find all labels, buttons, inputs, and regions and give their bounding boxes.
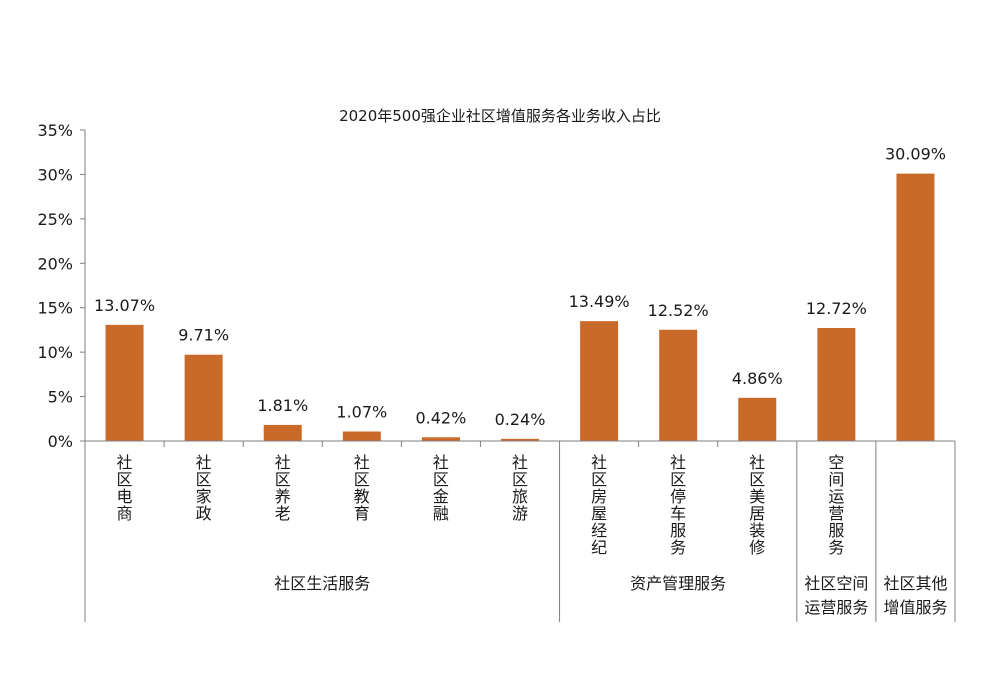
data-labels: 13.07% 9.71% 1.81% 1.07% 0.42% 0.24% 13.49% 12.… [94,145,946,429]
y-tick-label: 25% [37,210,73,229]
bar [501,438,539,441]
category-label: 社区电商 [117,453,133,523]
category-label: 社区金融 [433,453,449,523]
y-tick-label: 20% [37,254,73,273]
group-label: 社区其他增值服务 [883,574,947,617]
category-label: 空间运营服务 [828,453,844,557]
data-label: 1.81% [257,396,308,415]
category-labels: 社区电商 社区家政 社区养老 社区教育 社区金融 社区旅游 社区房屋经纪 社区停车服务 社区美居… [117,453,845,557]
bar [817,327,856,441]
category-label: 社区家政 [196,453,212,523]
bar [421,437,460,441]
data-label: 4.86% [732,369,783,388]
category-label: 社区房屋经纪 [591,453,607,557]
bar [580,321,619,441]
category-label: 社区旅游 [512,453,528,523]
data-label: 9.71% [178,326,229,345]
group-label: 社区空间运营服务 [804,574,868,617]
data-label: 13.07% [94,296,155,315]
y-tick-label: 0% [48,432,73,451]
bar [342,431,381,441]
bars [105,173,935,442]
y-axis: 0% 5% 10% 15% 20% 25% 30% 35% [37,121,86,451]
bar [263,424,302,441]
data-label: 12.72% [806,299,867,318]
data-label: 30.09% [885,145,946,164]
y-tick-label: 30% [37,165,73,184]
data-label: 13.49% [569,292,630,311]
group-label: 社区生活服务 [274,574,370,593]
y-tick-label: 15% [37,299,73,318]
bar [105,324,144,441]
bar [659,329,698,441]
category-label: 社区美居装修 [749,453,765,557]
data-label: 0.42% [415,408,466,427]
category-label: 社区教育 [354,453,370,523]
y-tick-label: 5% [48,388,73,407]
bar [896,173,935,442]
chart-title: 2020年500强企业社区增值服务各业务收入占比 [339,107,661,125]
category-label: 社区停车服务 [670,453,686,557]
bar [738,397,777,441]
data-label: 12.52% [648,301,709,320]
group-label: 资产管理服务 [630,574,726,593]
category-label: 社区养老 [275,453,291,523]
y-tick-label: 35% [37,121,73,140]
data-label: 0.24% [495,410,546,429]
x-axis [84,440,956,622]
y-tick-label: 10% [37,343,73,362]
bar [184,354,223,441]
data-label: 1.07% [336,402,387,421]
